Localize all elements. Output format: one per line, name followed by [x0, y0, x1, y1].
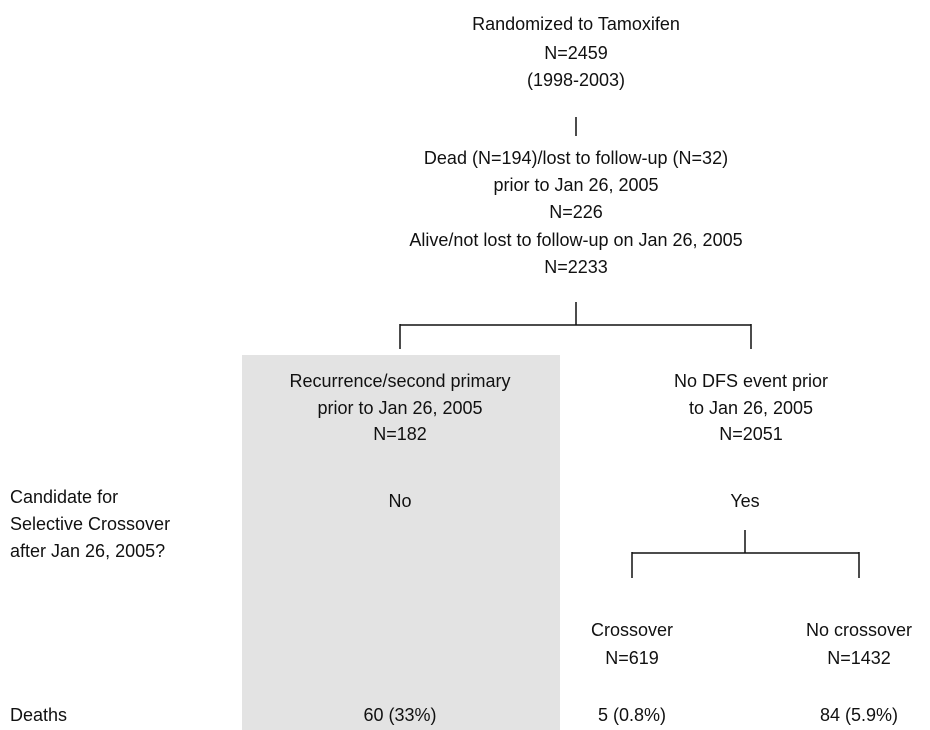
row-label: Deaths — [10, 705, 67, 725]
candidate-answer: No — [388, 491, 411, 511]
group-text: No crossover — [806, 620, 912, 640]
deaths-value: 60 (33%) — [363, 705, 436, 725]
branch-text: N=2051 — [719, 424, 783, 444]
excluded-text: N=226 — [549, 202, 603, 222]
root-text: Randomized to Tamoxifen — [472, 14, 680, 34]
root-text: (1998-2003) — [527, 70, 625, 90]
row-label: Candidate for — [10, 487, 118, 507]
branch-text: Recurrence/second primary — [289, 371, 510, 391]
excluded-text: prior to Jan 26, 2005 — [493, 175, 658, 195]
group-text: N=619 — [605, 648, 659, 668]
deaths-value: 5 (0.8%) — [598, 705, 666, 725]
branch-text: N=182 — [373, 424, 427, 444]
row-label: Selective Crossover — [10, 514, 170, 534]
remaining-text: N=2233 — [544, 257, 608, 277]
excluded-text: Dead (N=194)/lost to follow-up (N=32) — [424, 148, 728, 168]
root-text: N=2459 — [544, 43, 608, 63]
branch-text: No DFS event prior — [674, 371, 828, 391]
group-text: Crossover — [591, 620, 673, 640]
shaded-column — [242, 355, 560, 730]
deaths-value: 84 (5.9%) — [820, 705, 898, 725]
remaining-text: Alive/not lost to follow-up on Jan 26, 2… — [409, 230, 742, 250]
group-text: N=1432 — [827, 648, 891, 668]
candidate-answer: Yes — [730, 491, 759, 511]
branch-text: prior to Jan 26, 2005 — [317, 398, 482, 418]
branch-text: to Jan 26, 2005 — [689, 398, 813, 418]
row-label: after Jan 26, 2005? — [10, 541, 165, 561]
